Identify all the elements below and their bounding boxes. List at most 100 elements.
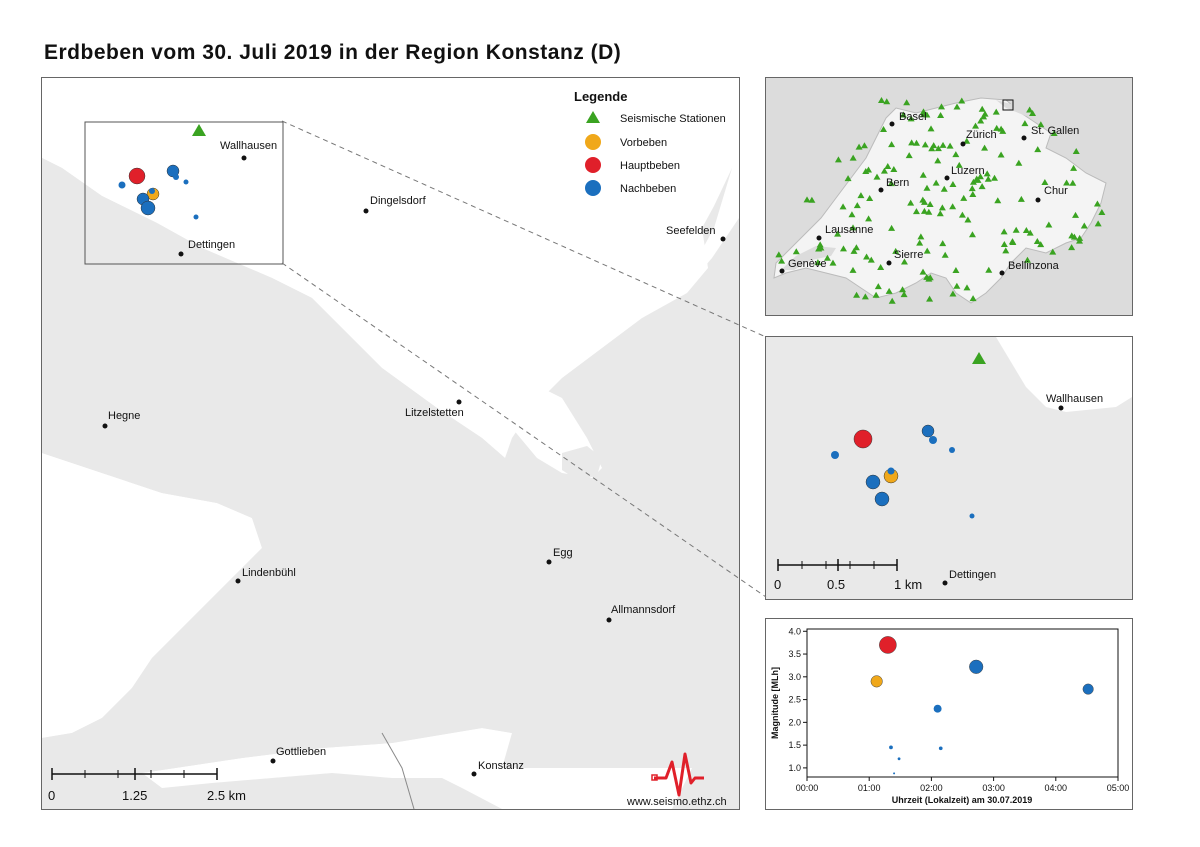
station-triangle-icon xyxy=(808,196,816,203)
station-triangle-icon xyxy=(1072,148,1080,155)
station-triangle-icon xyxy=(1098,209,1106,216)
svg-text:Dettingen: Dettingen xyxy=(188,239,235,251)
station-triangle-icon xyxy=(919,171,927,178)
svg-text:Genève: Genève xyxy=(788,258,827,270)
station-triangle-icon xyxy=(1000,228,1008,235)
station-triangle-icon xyxy=(890,166,898,173)
station-triangle-icon xyxy=(958,97,966,104)
station-triangle-icon xyxy=(923,247,931,254)
x-tick-label: 05:00 xyxy=(1107,783,1130,793)
zoom-map[interactable]: Wallhausen Dettingen 0 0.5 1 km xyxy=(765,336,1133,600)
station-triangle-icon xyxy=(955,161,963,168)
station-triangle-icon xyxy=(866,195,874,202)
station-triangle-icon xyxy=(993,124,1001,131)
svg-text:Legende: Legende xyxy=(574,89,627,104)
station-triangle-icon xyxy=(877,97,885,104)
station-triangle-icon xyxy=(873,173,881,180)
station-triangle-icon xyxy=(934,145,942,152)
station-triangle-icon xyxy=(816,241,824,248)
station-triangle-icon xyxy=(834,156,842,163)
chart-point-hauptbeben xyxy=(879,636,897,654)
svg-text:Hegne: Hegne xyxy=(108,410,140,422)
station-triangle-icon xyxy=(928,145,936,152)
station-triangle-icon xyxy=(969,295,977,302)
station-triangle-icon xyxy=(907,199,915,206)
station-triangle-icon xyxy=(1037,241,1045,248)
station-triangle-icon xyxy=(883,98,891,105)
chart-frame xyxy=(806,628,1119,778)
station-triangle-icon xyxy=(939,141,947,148)
station-triangle-icon xyxy=(969,191,977,198)
station-triangle-icon xyxy=(1072,211,1080,218)
svg-text:Luzern: Luzern xyxy=(951,165,985,177)
sed-logo-icon xyxy=(651,752,704,797)
aftershock-marker xyxy=(949,447,955,453)
svg-text:Wallhausen: Wallhausen xyxy=(1046,393,1103,405)
station-triangle-icon xyxy=(913,139,921,146)
station-triangle-icon xyxy=(1029,110,1037,117)
station-triangle-icon xyxy=(984,175,992,182)
swiss-overview-map[interactable]: Basel Zürich St. Gallen Bern Luzern Chur… xyxy=(765,77,1133,316)
station-triangle-icon xyxy=(921,141,929,148)
svg-text:0: 0 xyxy=(48,788,55,803)
station-triangle-icon xyxy=(1049,248,1057,255)
station-triangle-icon xyxy=(949,181,957,188)
station-triangle-icon xyxy=(997,151,1005,158)
station-triangle-icon xyxy=(958,211,966,218)
station-triangle-icon xyxy=(899,111,907,118)
station-triangle-icon xyxy=(839,203,847,210)
main-map[interactable]: Wallhausen Dingelsdorf Seefelden Detting… xyxy=(41,77,740,810)
city-basel: Basel xyxy=(889,111,927,127)
y-tick-label: 2.5 xyxy=(788,695,801,705)
chart-point-nachbeben xyxy=(933,704,942,713)
svg-text:Nachbeben: Nachbeben xyxy=(620,183,676,195)
station-triangle-icon xyxy=(934,157,942,164)
station-triangle-icon xyxy=(865,215,873,222)
station-triangle-icon xyxy=(968,231,976,238)
chart-point-nachbeben xyxy=(893,772,896,775)
swiss-map-canvas: Basel Zürich St. Gallen Bern Luzern Chur… xyxy=(766,78,1132,315)
station-triangle-icon xyxy=(849,266,857,273)
station-triangle-icon xyxy=(949,290,957,297)
svg-text:Basel: Basel xyxy=(899,111,927,123)
svg-text:Zürich: Zürich xyxy=(966,129,997,141)
station-triangle-icon xyxy=(903,99,911,106)
svg-text:0.5: 0.5 xyxy=(827,577,845,592)
station-triangle-icon xyxy=(991,174,999,181)
station-triangle-icon xyxy=(980,113,988,120)
station-triangle-icon xyxy=(1012,226,1020,233)
legend-triangle-icon xyxy=(586,111,600,123)
swiss-stations xyxy=(775,97,1106,304)
station-triangle-icon xyxy=(829,259,837,266)
station-triangle-icon xyxy=(888,141,896,148)
svg-text:Seismische Stationen: Seismische Stationen xyxy=(620,113,726,125)
legend-circle-icon xyxy=(585,157,601,173)
scalebar: 0 1.25 2.5 km xyxy=(48,768,246,803)
zoom-map-canvas: Wallhausen Dettingen 0 0.5 1 km xyxy=(766,337,1132,599)
city-zuerich: Zürich xyxy=(960,129,997,147)
svg-text:Konstanz: Konstanz xyxy=(478,760,524,772)
station-triangle-icon xyxy=(920,110,928,117)
aftershock-marker xyxy=(831,451,839,459)
station-triangle-icon xyxy=(926,200,934,207)
station-triangle-icon xyxy=(936,210,944,217)
svg-text:Gottlieben: Gottlieben xyxy=(276,746,326,758)
credit-text: www.seismo.ethz.ch xyxy=(626,796,727,808)
station-triangle-icon xyxy=(968,185,976,192)
svg-text:Sierre: Sierre xyxy=(894,249,923,261)
station-triangle-icon xyxy=(960,194,968,201)
station-triangle-icon xyxy=(1026,106,1034,113)
station-triangle-icon xyxy=(938,204,946,211)
station-triangle-icon xyxy=(927,125,935,132)
station-triangle-icon xyxy=(953,282,961,289)
svg-text:1 km: 1 km xyxy=(894,577,922,592)
station-triangle-icon xyxy=(884,162,892,169)
station-triangle-icon xyxy=(992,108,1000,115)
y-tick-label: 1.5 xyxy=(788,740,801,750)
rhine-water xyxy=(142,728,512,788)
station-triangle-icon xyxy=(1037,121,1045,128)
station-triangle-icon xyxy=(912,208,920,215)
lake-geneva xyxy=(781,246,836,270)
zoom-lake-water xyxy=(996,337,1132,412)
station-triangle-icon xyxy=(920,207,928,214)
